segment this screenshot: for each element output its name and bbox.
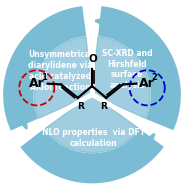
Polygon shape: [20, 120, 27, 130]
Text: 1: 1: [41, 73, 47, 82]
Text: SC-XRD and
Hirshfeld
surface
analysis: SC-XRD and Hirshfeld surface analysis: [102, 49, 152, 90]
Polygon shape: [94, 18, 104, 25]
Text: Ar: Ar: [29, 77, 45, 90]
Text: 2: 2: [151, 73, 157, 82]
Text: R: R: [100, 102, 107, 111]
Wedge shape: [45, 94, 139, 153]
Text: R: R: [77, 102, 84, 111]
Text: O: O: [89, 54, 97, 64]
Text: NLO properties  via DFT
calculation: NLO properties via DFT calculation: [42, 128, 145, 148]
Text: Unsymmetrical
diarylidene via
acid catalyzed
Aldol reaction: Unsymmetrical diarylidene via acid catal…: [28, 50, 93, 92]
Polygon shape: [147, 133, 155, 143]
Wedge shape: [92, 37, 150, 118]
Circle shape: [34, 36, 150, 153]
Text: Ar: Ar: [139, 77, 155, 90]
Wedge shape: [34, 37, 92, 118]
